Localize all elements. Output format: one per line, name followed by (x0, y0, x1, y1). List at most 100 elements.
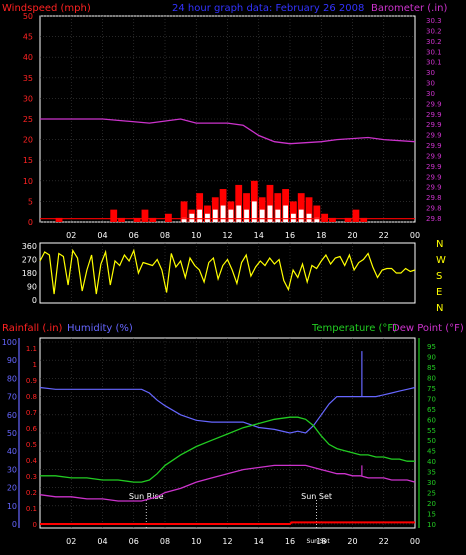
panel1-x-tick-label: 14 (254, 231, 264, 240)
temperature-tick-label: 60 (427, 416, 436, 424)
windspeed-tick-label: 5 (28, 197, 33, 206)
windspeed-bar (180, 201, 188, 222)
panel3-x-tick-label: 10 (191, 537, 201, 546)
humidity-tick-label: 10 (7, 502, 17, 511)
windspeed-bar (360, 217, 368, 222)
barometer-tick-label: 30.2 (426, 27, 442, 35)
panel1-x-tick-label: 00 (410, 231, 420, 240)
wind-avg-bar (314, 217, 320, 222)
wind-avg-bar (283, 205, 288, 222)
windspeed-tick-label: 30 (23, 94, 33, 103)
windspeed-bar (133, 217, 141, 222)
barometer-tick-label: 29.9 (426, 152, 442, 160)
barometer-tick-label: 30.2 (426, 38, 442, 46)
wind-avg-bar (220, 205, 226, 222)
rainfall-tick-label: 0.7 (26, 409, 37, 417)
humidity-tick-label: 20 (7, 484, 17, 493)
barometer-tick-label: 29.9 (426, 184, 442, 192)
rainfall-line (40, 521, 415, 525)
panel1-x-tick-label: 06 (129, 231, 139, 240)
temperature-tick-label: 45 (427, 448, 436, 456)
rainfall-tick-label: 0 (33, 521, 37, 529)
windspeed-tick-label: 20 (23, 136, 33, 145)
temperature-line (40, 416, 415, 483)
windspeed-barometer-panel: 0 5 10 15 20 25 30 35 40 45 50 29.8 29.8 29.8 29.9 29.9… (23, 12, 442, 240)
temperature-tick-label: 20 (427, 500, 436, 508)
temperature-tick-label: 65 (427, 406, 436, 414)
windspeed-bar (196, 193, 204, 222)
humidity-tick-label: 0 (12, 520, 17, 529)
barometer-tick-label: 30.3 (426, 17, 442, 25)
temperature-axis-title: Temperature (°F) (311, 323, 397, 334)
panel1-x-tick-label: 18 (316, 231, 326, 240)
compass-label-s: S (436, 271, 442, 282)
temperature-tick-label: 40 (427, 458, 436, 466)
rainfall-tick-label: 0.2 (26, 489, 37, 497)
windspeed-bar (149, 217, 157, 222)
windspeed-bar (352, 209, 360, 222)
dewpoint-axis-title: Dew Point (°F) (392, 323, 464, 334)
wind-avg-bar (236, 205, 242, 222)
wind-avg-bar (181, 217, 187, 222)
windspeed-bar (290, 201, 297, 222)
windspeed-tick-label: 35 (23, 74, 33, 83)
panel1-x-tick-label: 10 (191, 231, 201, 240)
windspeed-bar (305, 197, 313, 222)
barometer-tick-label: 30 (426, 90, 435, 98)
rainfall-tick-label: 0.4 (26, 457, 38, 465)
windspeed-bar (243, 193, 250, 222)
temperature-tick-label: 15 (427, 511, 436, 519)
windspeed-bar (165, 213, 172, 222)
humidity-tick-label: 70 (7, 393, 17, 402)
panel3-x-tick-label: 18 (316, 537, 326, 546)
windspeed-bar (110, 209, 118, 222)
windspeed-bar (297, 193, 305, 222)
windspeed-bar (55, 217, 63, 222)
windspeed-tick-label: 45 (23, 33, 33, 42)
sunrise-label: Sun Rise (129, 492, 164, 501)
sunset-label: Sun Set (301, 492, 332, 501)
rain-humidity-temperature-panel: 010203040506070809010000.10.20.30.40.50.… (2, 337, 436, 546)
panel3-x-tick-label: 08 (160, 537, 170, 546)
windspeed-tick-label: 0 (28, 218, 33, 227)
rainfall-axis-title: Rainfall (.in) (2, 323, 63, 334)
panel1-x-tick-label: 04 (97, 231, 107, 240)
windspeed-bar (321, 213, 329, 222)
humidity-line (39, 386, 416, 434)
barometer-tick-label: 29.9 (426, 121, 442, 129)
wind-avg-bar (267, 205, 273, 222)
windspeed-bar (344, 217, 352, 222)
compass-label-e: E (436, 287, 442, 298)
panel1-x-tick-label: 08 (160, 231, 170, 240)
temperature-tick-label: 80 (427, 374, 436, 382)
humidity-tick-label: 100 (2, 338, 17, 347)
barometer-tick-label: 29.9 (426, 132, 442, 140)
barometer-line (40, 118, 416, 145)
barometer-tick-label: 29.8 (426, 194, 442, 202)
wind-avg-bar (291, 213, 296, 222)
rainfall-tick-label: 0.3 (26, 473, 37, 481)
temperature-tick-label: 25 (427, 490, 436, 498)
compass-label-w: W (436, 255, 446, 266)
wind-avg-bar (197, 209, 203, 222)
temperature-tick-label: 55 (427, 427, 436, 435)
panel3-x-tick-label: 06 (129, 537, 139, 546)
sunset-axis-label: Sun Set (307, 538, 331, 545)
panel1-x-tick-label: 20 (347, 231, 357, 240)
wind-avg-bar (228, 209, 234, 222)
rainfall-tick-label: 1 (33, 361, 37, 369)
chart-title: 24 hour graph data: February 26 2008 (172, 3, 364, 14)
panel3-x-tick-label: 14 (254, 537, 264, 546)
panel3-x-tick-label: 16 (285, 537, 295, 546)
barometer-tick-label: 30.1 (426, 48, 442, 56)
panel1-x-tick-label: 12 (222, 231, 232, 240)
temperature-tick-label: 35 (427, 469, 436, 477)
barometer-tick-label: 30.1 (426, 59, 442, 67)
humidity-tick-label: 40 (7, 447, 17, 456)
wind-avg-bar (205, 213, 210, 222)
humidity-tick-label: 60 (7, 411, 17, 420)
humidity-tick-label: 90 (7, 356, 17, 365)
windspeed-bar (219, 189, 227, 222)
